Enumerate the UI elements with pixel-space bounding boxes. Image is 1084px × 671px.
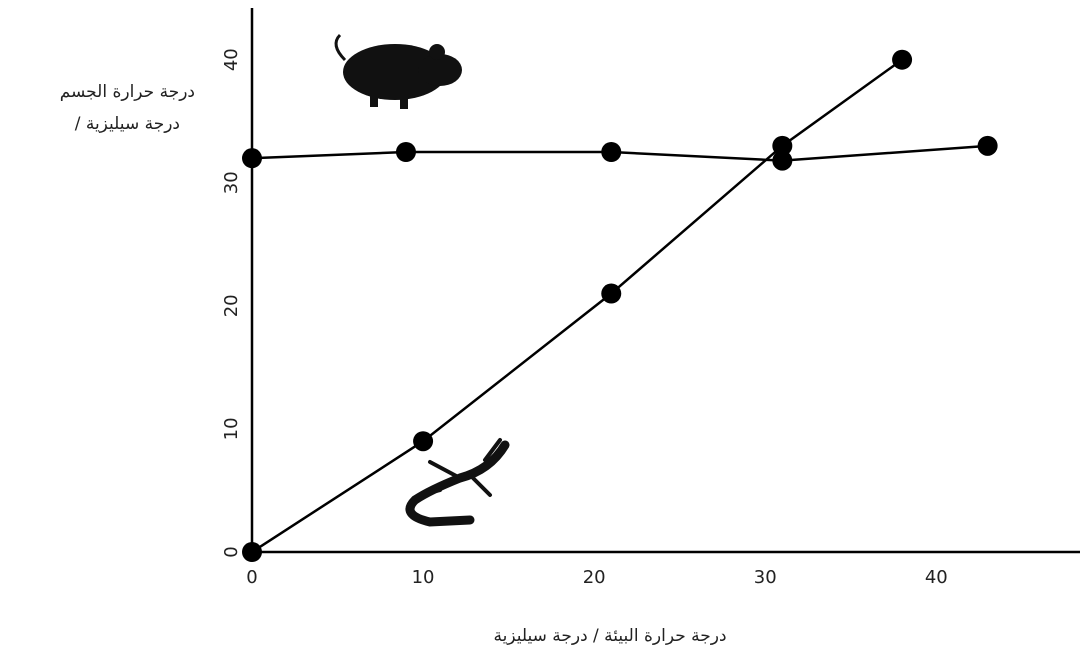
point xyxy=(892,50,912,70)
chart: درجة حرارة الجسم / درجة سيليزية درجة حرا… xyxy=(0,0,1084,671)
point xyxy=(413,431,433,451)
point xyxy=(601,142,621,162)
x-tick-label: 30 xyxy=(754,567,777,588)
y-tick-label: 20 xyxy=(221,294,242,317)
point xyxy=(242,542,262,562)
lizard-icon xyxy=(410,440,505,522)
y-axis-label: درجة حرارة الجسم xyxy=(60,82,195,102)
line xyxy=(252,60,902,552)
y-tick-label: 40 xyxy=(221,48,242,71)
x-axis-label: درجة حرارة البيئة / درجة سيليزية xyxy=(493,626,726,646)
point xyxy=(396,142,416,162)
x-tick-label: 10 xyxy=(412,567,435,588)
point xyxy=(772,136,792,156)
x-tick-label: 0 xyxy=(246,567,257,588)
x-tick-label: 20 xyxy=(583,567,606,588)
y-axis-label: / درجة سيليزية xyxy=(75,114,180,134)
point xyxy=(242,148,262,168)
y-tick-label: 0 xyxy=(221,546,242,557)
point xyxy=(978,136,998,156)
point xyxy=(601,284,621,304)
mouse-icon xyxy=(336,35,462,109)
x-tick-label: 40 xyxy=(925,567,948,588)
y-tick-label: 30 xyxy=(221,171,242,194)
y-tick-label: 10 xyxy=(221,417,242,440)
